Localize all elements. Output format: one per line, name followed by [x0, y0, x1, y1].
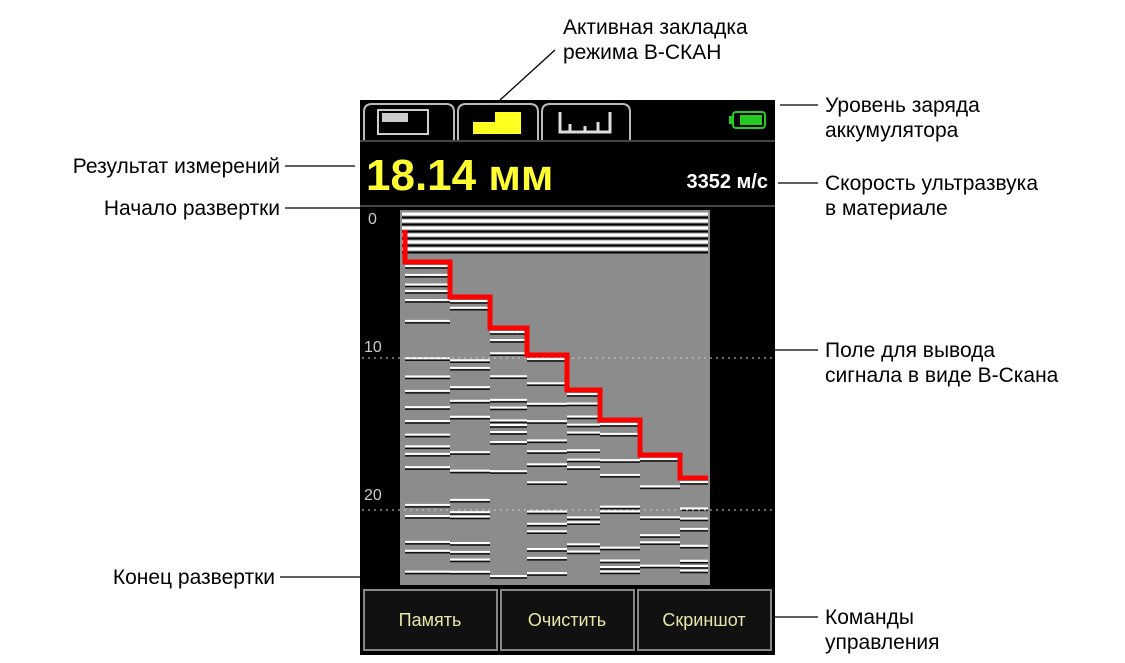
callout: Результат измерений	[73, 155, 280, 178]
battery-icon	[729, 116, 733, 124]
battery-icon	[740, 115, 762, 125]
tab-icon	[382, 113, 408, 122]
buttons: Память Очистить Скриншот	[364, 590, 771, 650]
callout: Конец развертки	[113, 566, 275, 589]
thickness: 18.14 мм	[366, 151, 553, 200]
tab-icon	[473, 112, 495, 122]
button-label: Память	[399, 610, 462, 630]
button-label: Скриншот	[662, 610, 745, 630]
scale-label: 20	[364, 487, 382, 504]
scale-label: 10	[364, 339, 382, 356]
button-label: Очистить	[528, 610, 606, 630]
scale-label: 0	[368, 211, 377, 228]
callout: Начало развертки	[104, 197, 280, 220]
diagram: 18.14 мм 3352 м/с 0 10 20 Память Очистит…	[0, 0, 1125, 663]
velocity: 3352 м/с	[686, 171, 768, 193]
callout-line	[500, 50, 555, 100]
tab-ascan[interactable]	[542, 104, 630, 140]
